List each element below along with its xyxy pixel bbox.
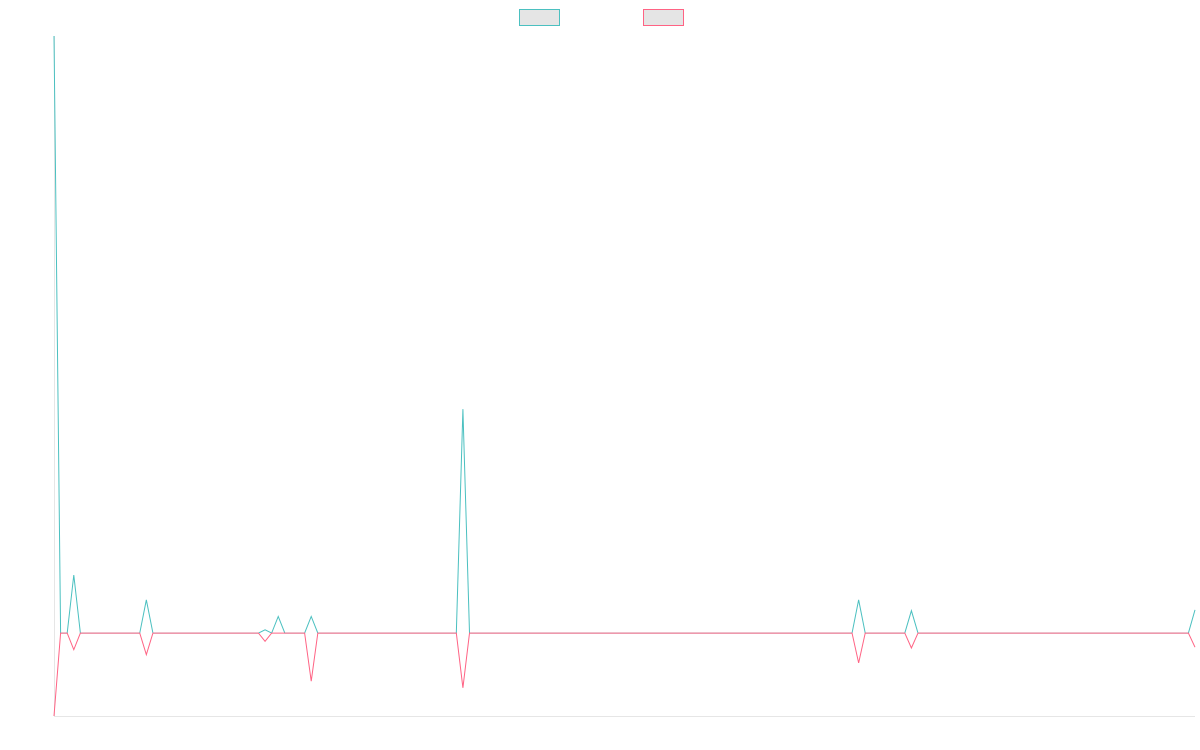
legend-swatch [519, 9, 560, 26]
axes [54, 36, 1195, 717]
legend-item[interactable] [519, 9, 560, 26]
series-line-1 [53, 35, 1196, 634]
legend-swatch [643, 9, 684, 26]
series-line-2 [53, 632, 1196, 717]
series-layer [53, 35, 1196, 717]
legend [519, 9, 684, 26]
legend-item[interactable] [643, 9, 684, 26]
